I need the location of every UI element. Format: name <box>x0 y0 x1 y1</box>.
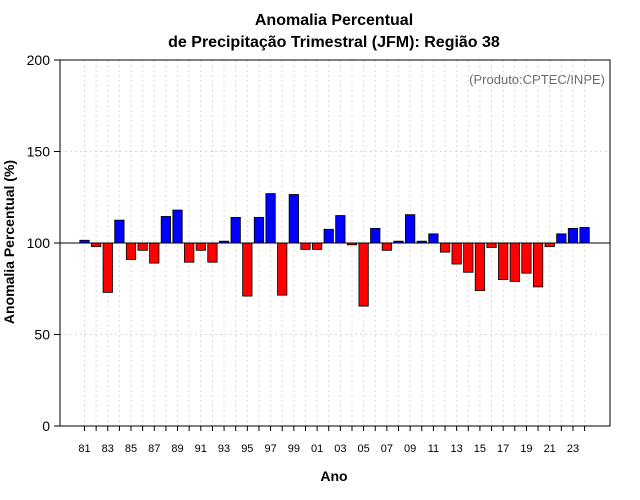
x-tick-label: 07 <box>381 443 393 455</box>
x-tick-label: 11 <box>428 443 439 455</box>
x-tick-label: 17 <box>497 443 509 455</box>
y-axis-label: Anomalia Percentual (%) <box>1 160 17 324</box>
y-tick-label: 150 <box>27 144 51 160</box>
bar-2013 <box>451 242 462 265</box>
x-tick-label: 91 <box>195 443 207 455</box>
x-tick-label: 19 <box>520 443 532 455</box>
bar-1986 <box>137 242 148 251</box>
bar-2007 <box>381 242 392 251</box>
x-tick-label: 95 <box>241 443 253 455</box>
bar-1994 <box>230 216 241 244</box>
bar-2023 <box>567 227 579 244</box>
y-tick-label: 200 <box>27 52 51 68</box>
bar-2024 <box>579 227 590 244</box>
bar-1990 <box>184 242 195 263</box>
x-tick-label: 21 <box>544 443 556 455</box>
bar-1995 <box>242 242 253 297</box>
bar-2016 <box>486 242 497 248</box>
chart-title-line2: de Precipitação Trimestral (JFM): Região… <box>168 34 500 51</box>
bar-1988 <box>160 216 172 244</box>
x-tick-label: 03 <box>334 443 346 455</box>
x-tick-label: 23 <box>567 443 579 455</box>
bar-2017 <box>498 242 509 280</box>
x-axis-label: Ano <box>320 468 347 484</box>
bar-1984 <box>114 219 125 244</box>
x-tick-label: 83 <box>102 443 114 455</box>
bar-2006 <box>370 227 381 244</box>
x-tick-label: 97 <box>264 443 276 455</box>
bar-2005 <box>358 242 369 307</box>
bar-2002 <box>323 228 334 244</box>
bar-2019 <box>521 242 532 274</box>
bar-2012 <box>439 242 451 253</box>
bar-2022 <box>556 233 567 244</box>
bar-2015 <box>474 242 486 291</box>
bar-1983 <box>102 242 113 293</box>
y-tick-label: 0 <box>42 418 50 434</box>
bar-2001 <box>311 242 323 250</box>
bar-2020 <box>532 242 544 288</box>
y-ticks: 0 50 100 150 200 <box>27 52 60 434</box>
x-tick-label: 81 <box>78 443 90 455</box>
x-tick-label: 13 <box>451 443 463 455</box>
bar-2011 <box>428 233 439 244</box>
bars <box>79 193 590 307</box>
bar-1997 <box>265 193 276 244</box>
y-tick-label: 50 <box>34 327 50 343</box>
y-tick-label: 100 <box>27 235 51 251</box>
bar-1998 <box>277 242 288 296</box>
bar-2021 <box>544 242 555 248</box>
bar-1989 <box>172 209 183 244</box>
x-tick-label: 89 <box>171 443 183 455</box>
bar-1991 <box>195 242 206 251</box>
bar-2009 <box>405 214 416 244</box>
source-label: (Produto:CPTEC/INPE) <box>469 72 605 87</box>
x-tick-label: 85 <box>125 443 137 455</box>
x-tick-label: 87 <box>148 443 160 455</box>
bar-1982 <box>91 242 102 248</box>
gridlines <box>60 59 610 427</box>
bar-1999 <box>288 194 299 244</box>
x-ticks: 81 83 85 87 89 91 93 95 97 99 01 03 05 07 09 11 13 15 17 19… <box>78 426 586 455</box>
x-tick-label: 09 <box>404 443 416 455</box>
x-tick-label: 15 <box>474 443 486 455</box>
x-tick-label: 93 <box>218 443 230 455</box>
x-tick-label: 01 <box>311 443 323 455</box>
x-tick-label: 05 <box>357 443 369 455</box>
chart-title-line1: Anomalia Percentual <box>255 12 413 29</box>
bar-2000 <box>300 242 311 250</box>
bar-2003 <box>335 215 346 244</box>
bar-1985 <box>125 242 137 260</box>
bar-2014 <box>463 242 474 273</box>
x-tick-label: 99 <box>288 443 300 455</box>
bar-2018 <box>509 242 520 282</box>
bar-1996 <box>253 216 265 244</box>
bar-1992 <box>207 242 218 263</box>
bar-1987 <box>149 242 160 264</box>
